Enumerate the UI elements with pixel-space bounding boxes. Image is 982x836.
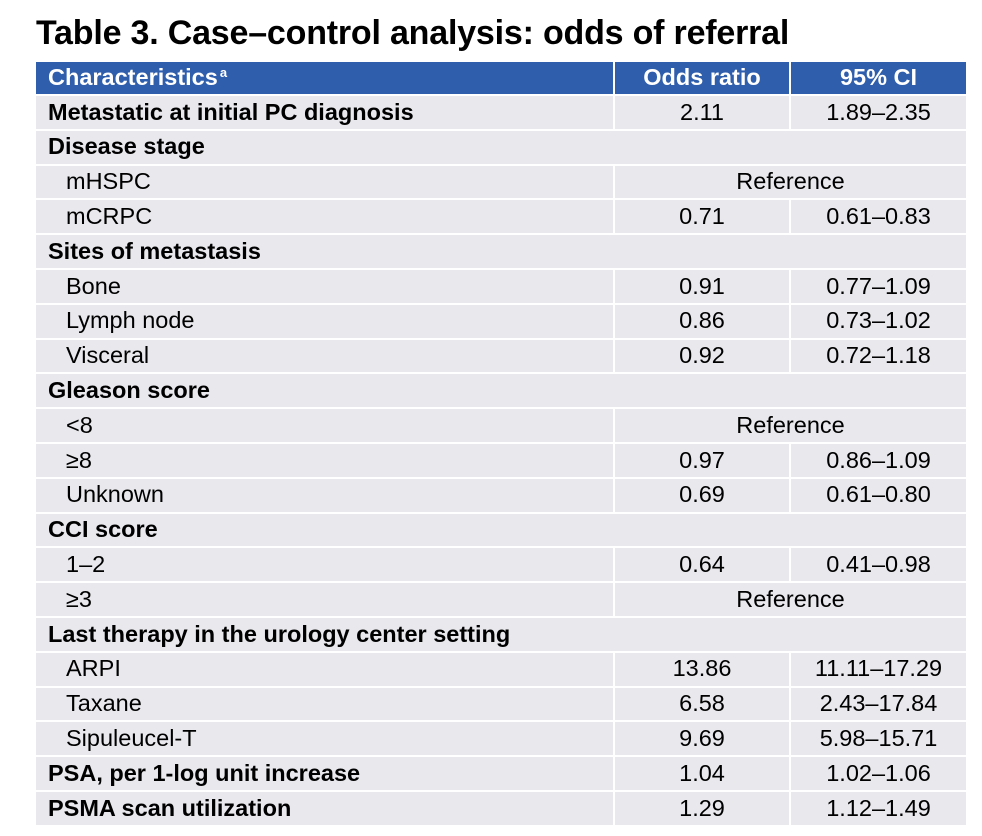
row-label: Last therapy in the urology center setti… [36,616,966,653]
ci-cell: 0.73–1.02 [790,303,966,340]
odds-ratio-cell: 0.64 [614,547,791,584]
odds-ratio-cell: 0.91 [614,268,791,305]
header-characteristics: Characteristics a [36,62,615,96]
header-odds-ratio: Odds ratio [614,62,791,96]
row-label: ARPI [36,651,615,688]
row-label: Taxane [36,686,615,723]
row-label: Gleason score [36,373,966,410]
table-header-row: Characteristics a Odds ratio 95% CI [36,62,966,96]
ci-cell: 0.41–0.98 [790,547,966,584]
row-label: PSMA scan utilization [36,790,615,827]
table-row: Disease stage [36,129,966,166]
ci-cell: 0.72–1.18 [790,338,966,375]
row-label: Disease stage [36,129,966,166]
table-row: mHSPC Reference [36,164,966,201]
row-label: PSA, per 1-log unit increase [36,756,615,792]
table-title: Table 3. Case–control analysis: odds of … [36,14,790,52]
row-label: Lymph node [36,303,615,340]
odds-ratio-cell: 6.58 [614,686,791,723]
header-characteristics-label: Characteristics [48,64,218,91]
odds-ratio-cell: 2.11 [614,95,791,131]
reference-cell: Reference [614,582,966,618]
table-row: Bone 0.91 0.77–1.09 [36,268,966,305]
row-label: ≥8 [36,442,615,479]
table-row: Metastatic at initial PC diagnosis 2.11 1.… [36,95,966,131]
table-row: <8 Reference [36,408,966,444]
row-label: mHSPC [36,164,615,201]
row-label: mCRPC [36,199,615,236]
row-label: 1–2 [36,547,615,584]
ci-cell: 0.86–1.09 [790,442,966,479]
table-row: Sipuleucel-T 9.69 5.98–15.71 [36,721,966,758]
table-row: Taxane 6.58 2.43–17.84 [36,686,966,723]
table-row: 1–2 0.64 0.41–0.98 [36,547,966,584]
reference-cell: Reference [614,408,966,444]
odds-ratio-cell: 9.69 [614,721,791,758]
table-row: Unknown 0.69 0.61–0.80 [36,477,966,514]
odds-of-referral-table: Characteristics a Odds ratio 95% CI Metas… [36,62,966,827]
ci-cell: 0.61–0.80 [790,477,966,514]
row-label: Sites of metastasis [36,234,966,270]
odds-ratio-cell: 1.04 [614,756,791,792]
odds-ratio-cell: 0.69 [614,477,791,514]
odds-ratio-cell: 0.92 [614,338,791,375]
ci-cell: 1.89–2.35 [790,95,966,131]
row-label: Sipuleucel-T [36,721,615,758]
table-row: Lymph node 0.86 0.73–1.02 [36,303,966,340]
odds-ratio-cell: 0.71 [614,199,791,236]
row-label: <8 [36,408,615,444]
odds-ratio-cell: 0.97 [614,442,791,479]
table-row: CCI score [36,512,966,549]
footnote-marker: a [219,65,228,81]
table-body: Metastatic at initial PC diagnosis 2.11 1.… [36,95,966,827]
ci-cell: 0.61–0.83 [790,199,966,236]
odds-ratio-cell: 1.29 [614,790,791,827]
row-label: Bone [36,268,615,305]
table-row: ≥3 Reference [36,582,966,618]
odds-ratio-cell: 0.86 [614,303,791,340]
ci-cell: 1.02–1.06 [790,756,966,792]
row-label: ≥3 [36,582,615,618]
row-label: CCI score [36,512,966,549]
table-row: PSMA scan utilization 1.29 1.12–1.49 [36,790,966,827]
odds-ratio-cell: 13.86 [614,651,791,688]
reference-cell: Reference [614,164,966,201]
row-label: Unknown [36,477,615,514]
ci-cell: 2.43–17.84 [790,686,966,723]
table-row: Sites of metastasis [36,234,966,270]
table-row: Last therapy in the urology center setti… [36,616,966,653]
table-row: mCRPC 0.71 0.61–0.83 [36,199,966,236]
table-row: PSA, per 1-log unit increase 1.04 1.02–1.0… [36,756,966,792]
ci-cell: 0.77–1.09 [790,268,966,305]
table-row: ≥8 0.97 0.86–1.09 [36,442,966,479]
table-row: Visceral 0.92 0.72–1.18 [36,338,966,375]
row-label: Visceral [36,338,615,375]
ci-cell: 5.98–15.71 [790,721,966,758]
table-row: ARPI 13.86 11.11–17.29 [36,651,966,688]
ci-cell: 1.12–1.49 [790,790,966,827]
header-ci: 95% CI [790,62,966,96]
table-row: Gleason score [36,373,966,410]
ci-cell: 11.11–17.29 [790,651,966,688]
row-label: Metastatic at initial PC diagnosis [36,95,615,131]
